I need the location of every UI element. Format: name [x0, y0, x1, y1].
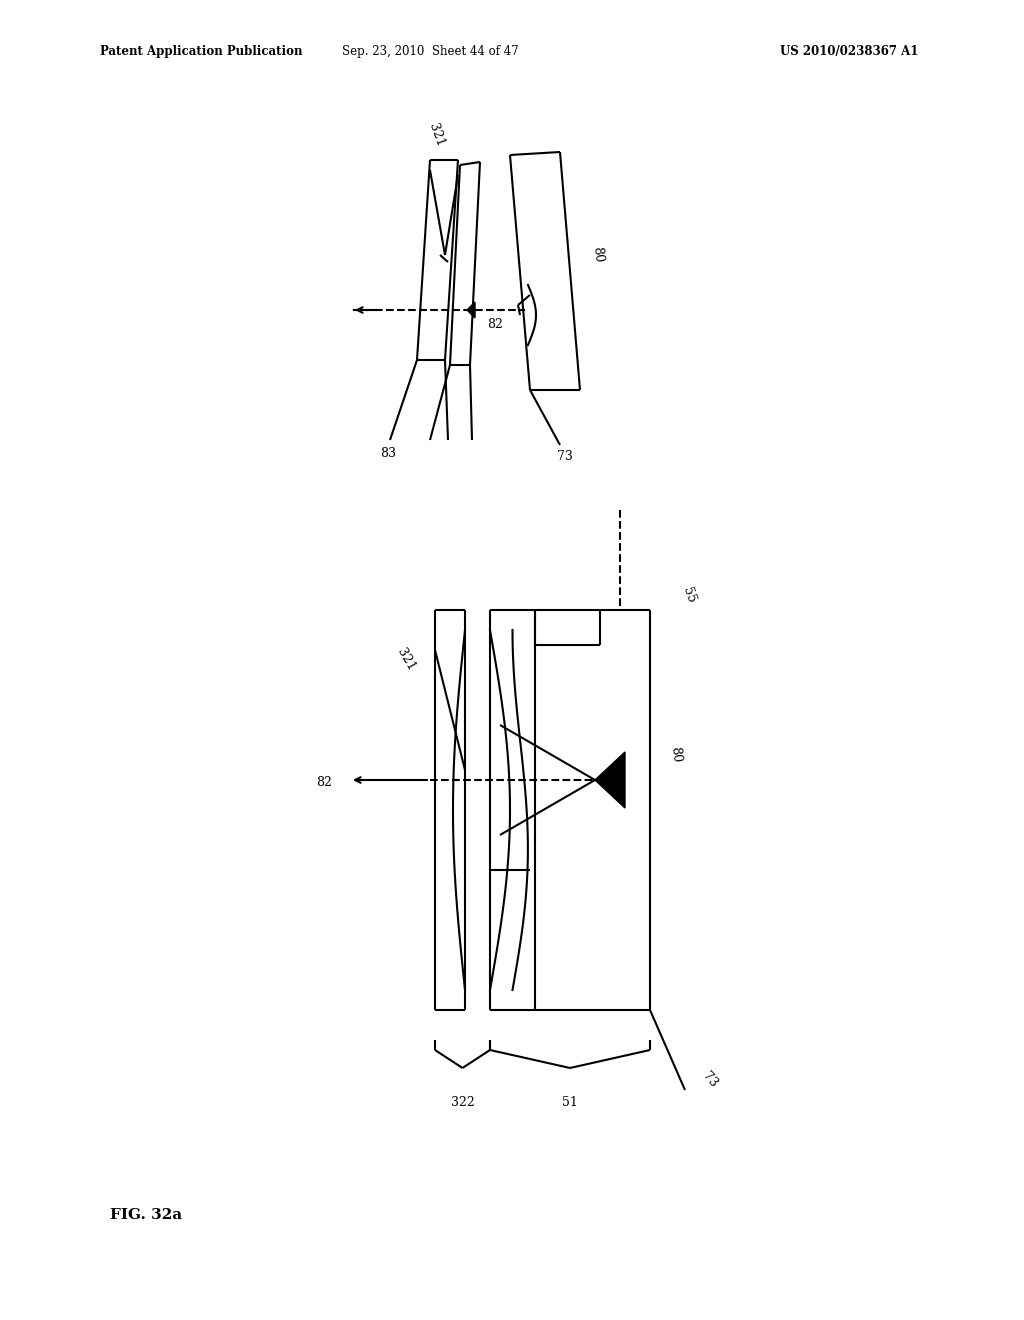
Polygon shape	[467, 302, 475, 318]
Text: 73: 73	[700, 1069, 720, 1090]
Text: 322: 322	[451, 1096, 474, 1109]
Text: FIG. 32a: FIG. 32a	[110, 1208, 182, 1222]
Text: 55: 55	[680, 585, 697, 605]
Text: 83: 83	[380, 447, 396, 459]
Text: 51: 51	[562, 1096, 578, 1109]
Text: 321: 321	[395, 647, 418, 673]
Text: Sep. 23, 2010  Sheet 44 of 47: Sep. 23, 2010 Sheet 44 of 47	[342, 45, 518, 58]
Text: US 2010/0238367 A1: US 2010/0238367 A1	[780, 45, 919, 58]
Text: Patent Application Publication: Patent Application Publication	[100, 45, 302, 58]
Text: 321: 321	[426, 121, 446, 148]
Text: 80: 80	[590, 247, 605, 264]
Polygon shape	[595, 752, 625, 808]
Text: 73: 73	[557, 450, 573, 463]
Text: 82: 82	[487, 318, 503, 331]
Text: 80: 80	[668, 746, 683, 764]
Text: 82: 82	[316, 776, 332, 788]
